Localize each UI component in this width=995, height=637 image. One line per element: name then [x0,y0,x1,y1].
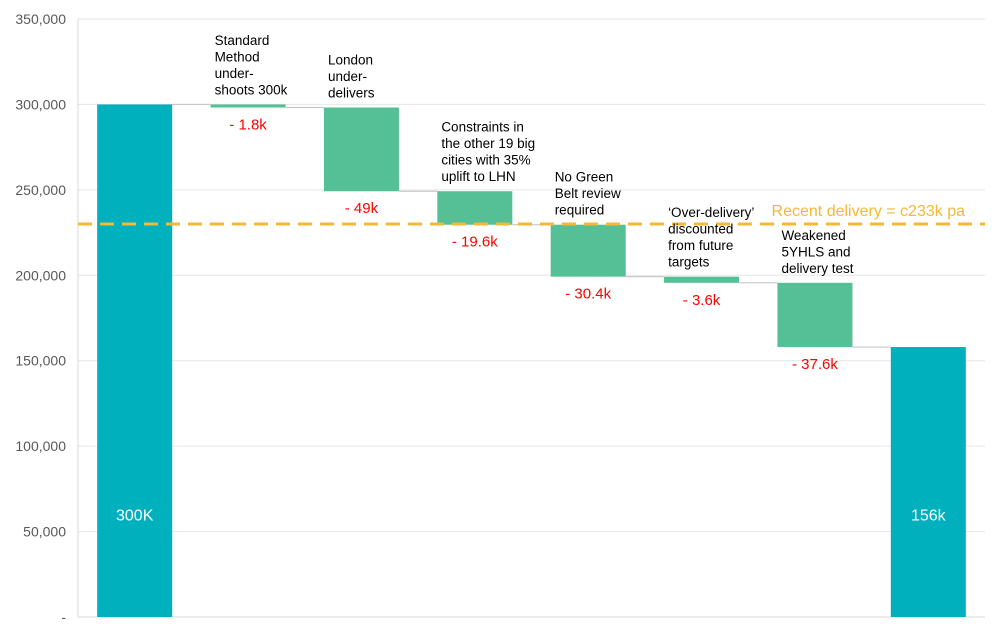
category-label: Constraints in the other 19 big cities wit… [441,120,535,185]
y-tick-label: 150,000 [15,353,66,369]
decrease-data-label: - 37.6k [792,356,838,373]
y-tick-label: 100,000 [15,438,66,454]
decrease-data-label: - 30.4k [565,286,611,303]
decrease-bar [210,104,286,108]
decrease-bar [550,224,626,277]
decrease-data-label: - 49k [345,200,379,217]
reference-line-label: Recent delivery = c233k pa [772,203,966,220]
y-tick-label: 300,000 [15,96,66,112]
y-tick-label: 200,000 [15,267,66,283]
category-label: Weakened 5YHLS and delivery test [781,228,853,276]
category-label: No Green Belt review required [555,170,621,218]
category-label: Standard Method under-shoots 300k [215,33,288,98]
y-tick-label: 350,000 [15,11,66,27]
decrease-data-label: - 3.6k [683,292,721,309]
decrease-bar [777,282,853,348]
y-tick-label: - [61,609,66,625]
total-bar [97,104,173,617]
total-bar [890,347,966,617]
y-tick-label: 250,000 [15,182,66,198]
category-label: ‘Over-delivery’ discounted from future targ… [668,205,754,270]
decrease-data-label: - 1.8k [229,117,267,134]
y-tick-label: 50,000 [23,524,66,540]
decrease-bar [664,276,740,283]
decrease-bar [437,191,513,225]
decrease-data-label: - 19.6k [452,234,498,251]
category-label: London under-delivers [328,53,375,101]
total-data-label: 156k [911,507,947,524]
decrease-bar [323,107,399,192]
total-data-label: 300K [116,507,154,524]
